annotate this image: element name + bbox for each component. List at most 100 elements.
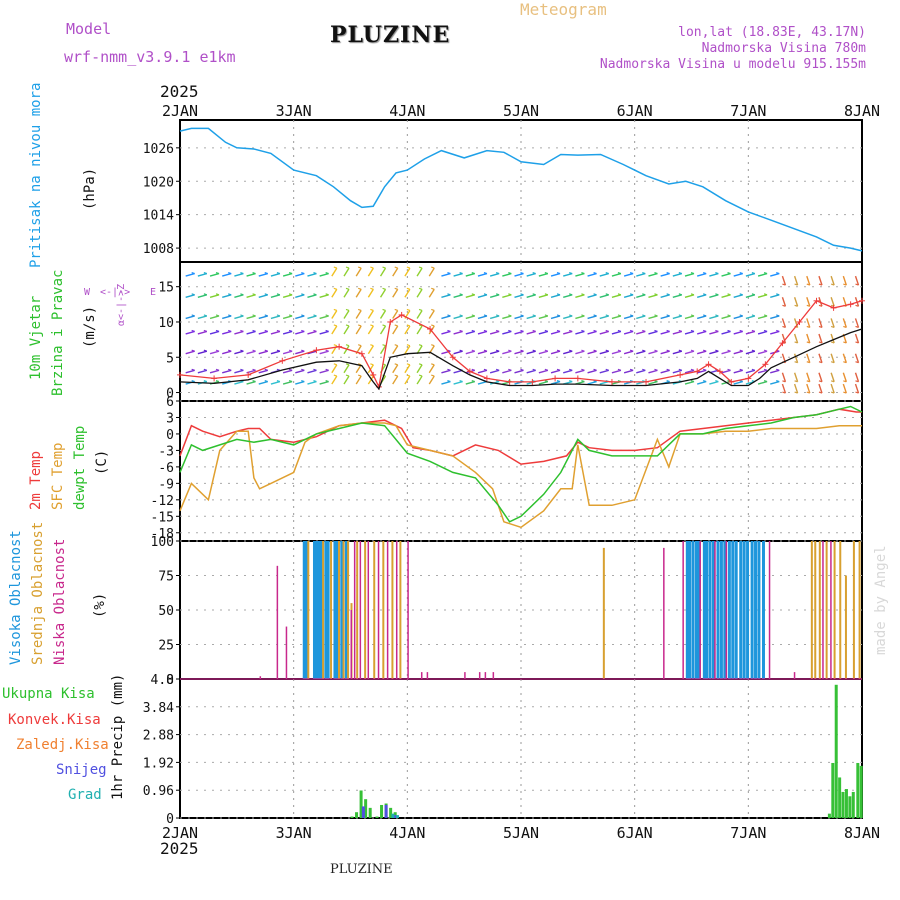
wind-arrow-head xyxy=(288,329,293,333)
wind-arrow xyxy=(319,294,329,298)
wind-arrow xyxy=(793,333,799,344)
wind-arrow-head xyxy=(782,325,786,329)
top-time-tick: 5JAN xyxy=(503,102,539,120)
pressure-line xyxy=(179,127,863,252)
wind-arrow-head xyxy=(782,304,786,307)
wind-arrow xyxy=(587,272,597,277)
bottom-time-tick: 8JAN xyxy=(844,824,880,842)
wind-arrow-head xyxy=(666,368,670,371)
wind-arrow-head xyxy=(666,349,670,352)
high-cloud-bar xyxy=(324,541,328,679)
wind-arrow-head xyxy=(818,325,823,329)
wind-arrow xyxy=(404,325,411,335)
wind-arrow-head xyxy=(751,329,756,333)
wind-arrow-head xyxy=(751,272,756,275)
wind-arrow xyxy=(575,272,585,277)
wind-arrow xyxy=(830,383,835,394)
wind-arrow-head xyxy=(382,324,386,327)
wind-arrow-head xyxy=(739,314,743,317)
wind-arrow-head xyxy=(495,293,500,296)
wind-arrow-head xyxy=(203,314,208,317)
wind-arrow xyxy=(185,315,195,320)
wind-arrow-head xyxy=(333,308,338,312)
wind-arrow xyxy=(428,364,435,374)
wind-arrow xyxy=(331,288,338,298)
wind-arrow xyxy=(757,294,768,298)
wind-arrow-head xyxy=(459,314,463,317)
wind-arrow-head xyxy=(715,293,719,296)
wind-arrow xyxy=(696,315,707,320)
wind-arrow xyxy=(526,369,536,374)
wind-arrow-head xyxy=(593,293,597,296)
low-cloud-bar xyxy=(484,672,487,679)
wind-arrow-head xyxy=(370,324,374,327)
wind-arrow xyxy=(197,272,208,277)
wind-arrow xyxy=(453,315,463,320)
wind-arrow-head xyxy=(483,349,488,352)
wind-arrow xyxy=(563,294,573,298)
wind-arrow-head xyxy=(702,349,707,352)
wind-arrow xyxy=(295,330,305,335)
wind-arrow-head xyxy=(495,329,500,333)
snow-bar xyxy=(361,806,365,818)
wind-arrow xyxy=(270,272,281,277)
wind-arrow xyxy=(367,345,374,355)
wind-arrow-head xyxy=(678,272,683,275)
wind-arrow xyxy=(660,315,670,320)
wind-arrow xyxy=(611,350,622,355)
wind-arrow-head xyxy=(690,272,695,275)
wind-arrow-head xyxy=(776,379,780,383)
wind-arrow-head xyxy=(357,324,362,327)
wind-arrow xyxy=(684,350,695,355)
wind-arrow-head xyxy=(215,293,220,296)
wind-arrow-head xyxy=(642,368,646,371)
wind-arrow-head xyxy=(394,266,398,269)
high-cloud-bar xyxy=(326,541,330,679)
wind-arrow xyxy=(404,375,411,385)
wind-arrow-head xyxy=(301,379,305,383)
wind-arrow-head xyxy=(727,368,731,371)
wind-arrow-head xyxy=(471,368,475,371)
low-cloud-bar xyxy=(350,610,352,679)
wind-arrow-head xyxy=(581,379,585,383)
wind-arrow-head xyxy=(715,314,719,317)
wind-arrow-head xyxy=(264,314,268,317)
wind-arrow-head xyxy=(495,272,500,275)
temperature-y-tick-label: -3 xyxy=(158,444,174,459)
pressure-y-tick-label: 1020 xyxy=(143,175,174,190)
wind-arrow-head xyxy=(447,329,451,333)
wind-arrow xyxy=(379,325,387,335)
wind-arrow-head xyxy=(702,272,707,275)
wind-arrow xyxy=(185,330,195,335)
wind-arrow-head xyxy=(818,341,823,344)
wind-arrow-head xyxy=(228,349,232,352)
wind-arrow-head xyxy=(654,349,658,352)
wind-arrow xyxy=(599,315,609,320)
wind-arrow-head xyxy=(739,349,743,352)
wind-arrow xyxy=(854,353,860,363)
mid-cloud-bar xyxy=(818,541,821,679)
low-cloud-bar xyxy=(682,541,684,679)
high-cloud-bar xyxy=(315,541,319,679)
wind-arrow xyxy=(428,288,435,298)
wind-arrow xyxy=(404,364,411,374)
wind-arrow-head xyxy=(252,379,256,383)
wind-arrow xyxy=(733,272,743,277)
wind-arrow-head xyxy=(228,329,232,333)
wind-arrow xyxy=(319,315,329,320)
wind-arrow xyxy=(234,272,244,277)
high-cloud-bar xyxy=(340,541,344,679)
wind-arrow-head xyxy=(818,283,823,286)
wind-arrow-head xyxy=(203,368,208,371)
wind-arrow-head xyxy=(333,363,338,366)
wind-arrow-head xyxy=(556,293,561,296)
wind-arrow-head xyxy=(447,368,451,371)
high-cloud-bar xyxy=(723,541,727,679)
low-cloud-bar xyxy=(822,541,824,679)
wind-arrow xyxy=(526,350,536,355)
wind-arrow xyxy=(307,315,317,320)
wind-arrow-head xyxy=(431,344,435,347)
wind-arrow-head xyxy=(605,272,609,275)
wind-arrow-head xyxy=(345,374,350,377)
wind-arrow xyxy=(696,330,707,335)
